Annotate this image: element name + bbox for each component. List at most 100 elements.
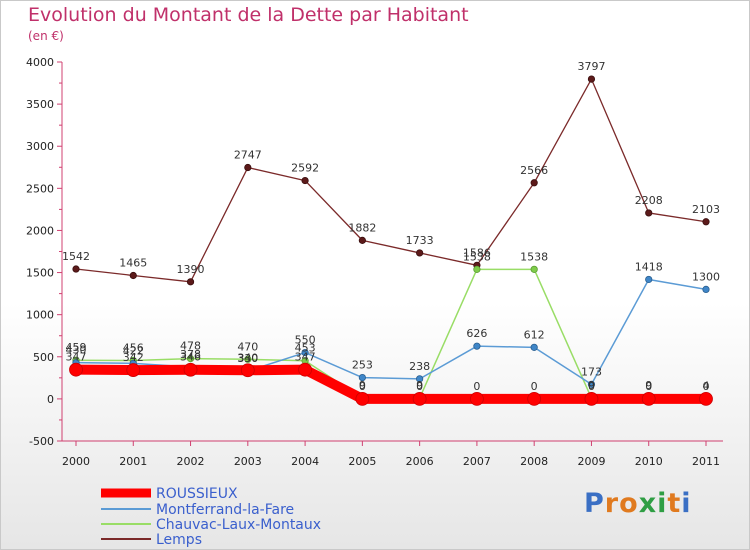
data-label: 1733 <box>406 234 434 247</box>
data-label: 0 <box>416 380 423 393</box>
data-label: 1465 <box>119 257 147 270</box>
data-point <box>645 275 653 284</box>
data-label: 0 <box>645 380 652 393</box>
x-tick-label: 2009 <box>577 455 605 468</box>
legend-item: Montferrand-la-Fare <box>156 502 294 518</box>
x-tick-label: 2008 <box>520 455 548 468</box>
x-tick-label: 2002 <box>177 455 205 468</box>
logo-letter: i <box>681 488 692 519</box>
data-label: 0 <box>531 380 538 393</box>
data-point <box>301 176 309 185</box>
data-label: 470 <box>237 340 258 353</box>
proxiti-logo: Proxiti <box>584 488 692 519</box>
y-tick-label: -500 <box>29 435 54 448</box>
x-tick-label: 2011 <box>692 455 720 468</box>
data-point <box>298 362 312 377</box>
data-point <box>416 249 424 257</box>
data-label: 347 <box>66 351 87 364</box>
data-point <box>530 343 538 351</box>
y-tick-label: 2000 <box>26 224 54 237</box>
data-point <box>244 163 252 172</box>
data-point <box>240 363 255 378</box>
data-label: 422 <box>123 344 144 357</box>
data-point <box>702 218 710 226</box>
logo-letter: r <box>604 488 620 519</box>
y-tick-label: 3500 <box>26 98 54 111</box>
data-point <box>527 391 542 406</box>
logo-letter: t <box>667 488 682 519</box>
data-label: 173 <box>581 365 602 378</box>
data-point <box>473 342 481 350</box>
data-point <box>587 75 596 83</box>
data-point <box>72 265 80 273</box>
data-label: 342 <box>123 351 144 364</box>
data-point <box>473 265 481 273</box>
data-point <box>530 179 538 187</box>
y-tick-label: 1000 <box>26 309 54 322</box>
data-label: 626 <box>466 327 487 340</box>
data-label: 2566 <box>520 164 548 177</box>
x-tick-label: 2003 <box>234 455 262 468</box>
y-tick-label: 2500 <box>26 182 54 195</box>
data-label: 1390 <box>177 263 205 276</box>
data-point <box>702 285 710 293</box>
data-label: 1538 <box>520 250 548 263</box>
data-point <box>186 278 195 286</box>
data-point <box>126 363 141 377</box>
data-point <box>587 380 596 388</box>
logo-letter: P <box>584 488 605 519</box>
logo-letter: i <box>657 488 668 519</box>
data-point <box>244 355 252 363</box>
data-point <box>186 355 195 363</box>
data-point <box>584 391 599 406</box>
data-label: 9 <box>588 379 595 392</box>
data-point <box>530 265 538 273</box>
data-label: 1418 <box>635 260 663 273</box>
x-tick-label: 2007 <box>463 455 491 468</box>
y-tick-label: 4000 <box>26 56 54 69</box>
data-label: 612 <box>524 328 545 341</box>
y-tick-label: 500 <box>33 351 54 364</box>
data-label: 0 <box>473 380 480 393</box>
x-tick-label: 2010 <box>635 455 663 468</box>
series-line <box>75 78 707 283</box>
data-label: 330 <box>237 352 258 365</box>
legend-item: Chauvac-Laux-Montaux <box>156 517 321 533</box>
chart-subtitle: (en €) <box>28 29 64 43</box>
data-label: 1300 <box>692 270 720 283</box>
data-label: 2747 <box>234 149 262 162</box>
data-point <box>69 362 83 377</box>
data-label: 2103 <box>692 203 720 216</box>
data-label: 9 <box>359 379 366 392</box>
data-point <box>301 348 309 357</box>
legend-item: ROUSSIEUX <box>156 486 238 502</box>
data-label: 0 <box>703 380 710 393</box>
y-tick-label: 1500 <box>26 267 54 280</box>
data-label: 2592 <box>291 162 319 175</box>
data-point <box>699 391 713 406</box>
data-label: 456 <box>123 341 144 354</box>
data-point <box>358 236 366 244</box>
chart-title: Evolution du Montant de la Dette par Hab… <box>28 4 469 26</box>
data-label: 3797 <box>577 60 605 73</box>
data-point <box>412 391 427 406</box>
data-point <box>470 391 484 406</box>
x-tick-label: 2000 <box>62 455 90 468</box>
data-point <box>641 391 656 406</box>
x-tick-label: 2004 <box>291 455 319 468</box>
data-label: 478 <box>180 340 201 353</box>
data-label: 346 <box>180 351 201 364</box>
data-point <box>645 209 653 217</box>
data-label: 9 <box>645 379 652 392</box>
data-label: 430 <box>66 344 87 357</box>
y-tick-label: 3000 <box>26 140 54 153</box>
data-label: 1586 <box>463 246 491 259</box>
logo-letter: o <box>619 488 639 519</box>
data-point <box>183 362 198 377</box>
data-label: 238 <box>409 360 430 373</box>
x-tick-label: 2005 <box>348 455 376 468</box>
series-line <box>71 364 711 404</box>
data-point <box>129 271 137 280</box>
